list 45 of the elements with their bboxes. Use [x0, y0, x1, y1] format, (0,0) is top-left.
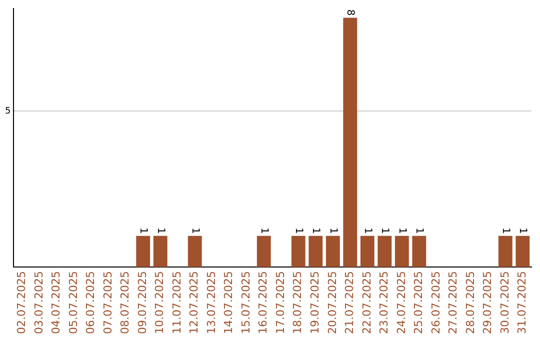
- x-tick-label: 05.07.2025: [66, 271, 80, 334]
- data-label: 1: [396, 227, 408, 234]
- x-tick-label: 02.07.2025: [15, 271, 28, 334]
- x-tick-label: 03.07.2025: [32, 271, 46, 334]
- x-tick-label: 15.07.2025: [239, 271, 252, 334]
- data-label: 1: [258, 227, 270, 234]
- x-tick-label: 19.07.2025: [308, 271, 322, 334]
- x-tick-label: 14.07.2025: [222, 271, 236, 334]
- x-tick-label: 20.07.2025: [326, 271, 339, 334]
- x-tick-label: 18.07.2025: [291, 271, 304, 334]
- x-tick-label: 23.07.2025: [378, 271, 391, 334]
- x-tick-label: 13.07.2025: [204, 271, 218, 334]
- data-label: 1: [292, 227, 304, 234]
- x-tick-label: 28.07.2025: [464, 271, 477, 334]
- x-tick-label: 04.07.2025: [50, 271, 63, 334]
- x-tick-label: 12.07.2025: [188, 271, 201, 334]
- x-tick-label: 30.07.2025: [498, 271, 512, 334]
- data-label: 1: [327, 227, 338, 234]
- x-tick-label: 07.07.2025: [101, 271, 114, 334]
- x-tick-label: 10.07.2025: [153, 271, 166, 334]
- x-tick-label: 11.07.2025: [170, 271, 184, 334]
- x-tick-label: 16.07.2025: [256, 271, 270, 334]
- x-tick-label: 08.07.2025: [118, 271, 132, 334]
- x-tick-label: 25.07.2025: [412, 271, 426, 334]
- x-tick-label: 31.07.2025: [516, 271, 529, 334]
- x-tick-label: 24.07.2025: [394, 271, 408, 334]
- x-tick-label: 27.07.2025: [446, 271, 460, 334]
- y-tick-label: 5: [4, 106, 11, 117]
- data-label: 1: [500, 227, 511, 234]
- data-label: 1: [517, 227, 528, 234]
- data-label: 1: [138, 227, 149, 234]
- data-label: 1: [379, 227, 390, 234]
- x-tick-label: 26.07.2025: [429, 271, 442, 334]
- data-label: 8: [344, 9, 356, 16]
- x-tick-label: 21.07.2025: [343, 271, 356, 334]
- data-label: 1: [154, 227, 166, 234]
- x-tick-label: 29.07.2025: [481, 271, 494, 334]
- x-tick-label: 09.07.2025: [136, 271, 149, 334]
- data-label: 1: [362, 227, 373, 234]
- x-tick-label: 17.07.2025: [274, 271, 287, 334]
- data-label: 1: [189, 227, 200, 234]
- x-tick-label: 06.07.2025: [84, 271, 98, 334]
- data-label: 1: [414, 227, 425, 234]
- x-tick-label: 22.07.2025: [360, 271, 374, 334]
- data-label: 1: [310, 227, 322, 234]
